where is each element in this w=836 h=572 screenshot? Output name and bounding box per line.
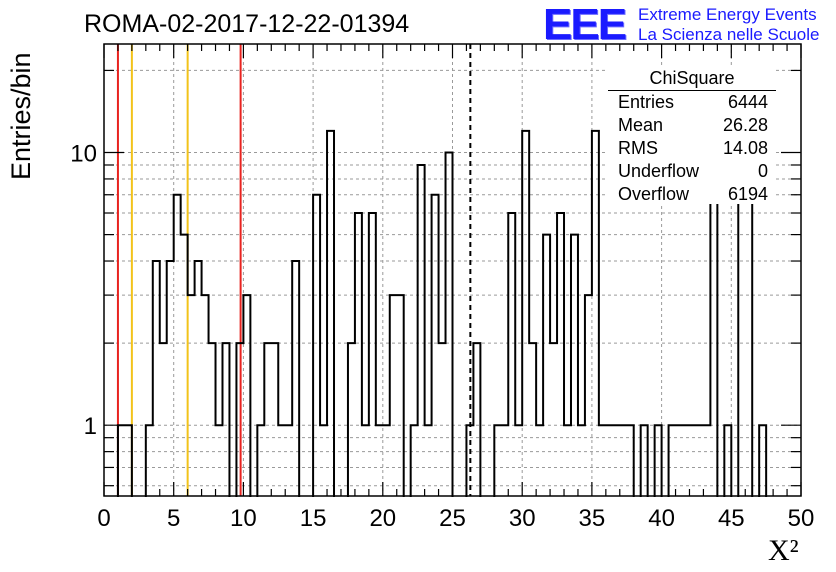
stats-value: 0 — [757, 161, 768, 181]
stats-row-rms: RMS 14.08 — [608, 137, 776, 160]
x-tick-label: 50 — [788, 505, 815, 532]
stats-box: ChiSquare Entries 6444 Mean 26.28 RMS 14… — [608, 66, 776, 204]
x-tick-label: 10 — [230, 505, 257, 532]
x-tick-label: 20 — [369, 505, 396, 532]
stats-value: 26.28 — [722, 115, 768, 135]
x-tick-label: 0 — [97, 505, 110, 532]
logo-line-1: Extreme Energy Events — [638, 5, 817, 24]
stats-value: 14.08 — [722, 138, 768, 158]
y-tick-label: 1 — [84, 413, 97, 440]
stats-label: Underflow — [618, 161, 700, 181]
logo-mark: EEE — [543, 0, 627, 49]
x-tick-label: 5 — [167, 505, 180, 532]
axis-mask — [103, 497, 802, 500]
x-tick-label: 30 — [509, 505, 536, 532]
x-axis-label: X² — [768, 534, 799, 567]
stats-label: Overflow — [618, 184, 690, 204]
stats-value: 6194 — [727, 184, 768, 204]
stats-label: Entries — [618, 92, 675, 112]
stats-box-title: ChiSquare — [608, 66, 776, 91]
y-tick-label: 10 — [70, 141, 97, 168]
stats-row-entries: Entries 6444 — [608, 91, 776, 114]
stats-label: Mean — [618, 115, 664, 135]
x-tick-label: 45 — [718, 505, 745, 532]
stats-label: RMS — [618, 138, 658, 158]
logo-line-2: La Scienza nelle Scuole — [638, 25, 820, 44]
eee-logo: EEE Extreme Energy Events La Scienza nel… — [543, 0, 833, 49]
run-title: ROMA-02-2017-12-22-01394 — [84, 10, 410, 38]
stats-value: 6444 — [727, 92, 768, 112]
x-tick-label: 15 — [300, 505, 327, 532]
stats-row-underflow: Underflow 0 — [608, 160, 776, 183]
x-tick-label: 40 — [648, 505, 675, 532]
stats-row-mean: Mean 26.28 — [608, 114, 776, 137]
stats-row-overflow: Overflow 6194 — [608, 183, 776, 206]
x-tick-label: 25 — [439, 505, 466, 532]
x-tick-label: 35 — [579, 505, 606, 532]
